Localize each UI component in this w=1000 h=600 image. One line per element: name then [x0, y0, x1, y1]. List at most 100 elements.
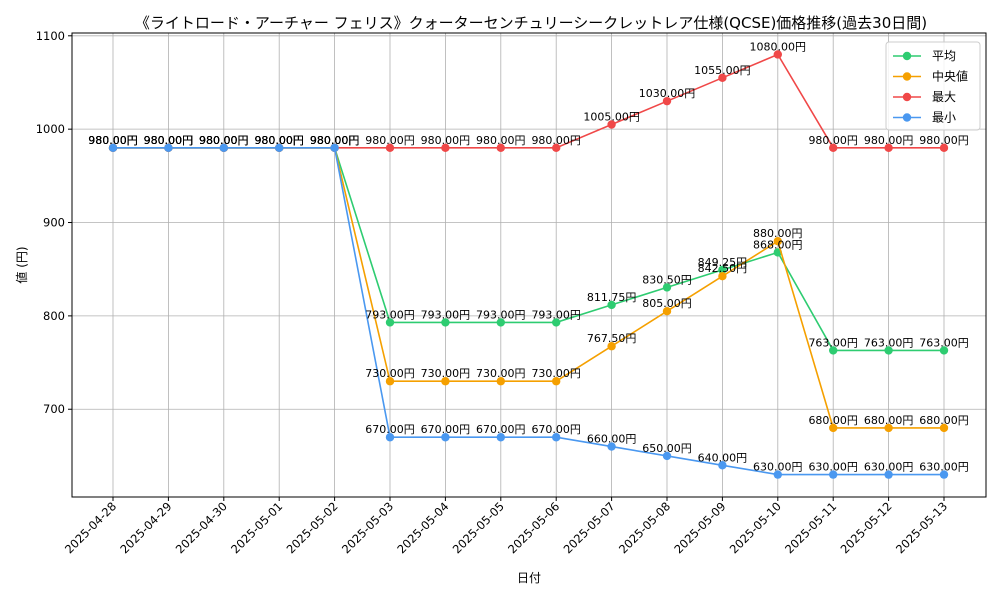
data-point: [773, 470, 782, 479]
x-tick-label: 2025-05-09: [671, 499, 728, 556]
data-label: 680.00円: [864, 414, 914, 427]
data-label: 980.00円: [254, 134, 304, 147]
data-label: 1030.00円: [639, 87, 696, 100]
data-label: 805.00円: [642, 297, 692, 310]
data-label: 868.00円: [753, 238, 803, 251]
data-label: 980.00円: [310, 134, 360, 147]
data-point: [829, 346, 838, 355]
series-line-1: [113, 147, 944, 429]
data-point: [385, 377, 395, 386]
data-label: 767.50円: [587, 332, 637, 345]
data-label: 980.00円: [531, 134, 581, 147]
data-point: [939, 143, 949, 153]
data-point: [718, 272, 727, 281]
x-tick-label: 2025-04-29: [117, 499, 174, 556]
series-line-0: [113, 147, 944, 352]
data-point: [773, 50, 782, 59]
legend-marker: [902, 72, 912, 81]
data-point: [552, 143, 561, 153]
data-point: [718, 73, 727, 83]
data-label: 811.75円: [587, 291, 637, 304]
data-point: [662, 283, 672, 292]
data-point: [385, 318, 395, 327]
x-tick-label: 2025-05-08: [616, 499, 673, 556]
data-label: 980.00円: [310, 134, 360, 147]
data-point: [496, 318, 505, 327]
data-point: [939, 346, 949, 355]
data-label: 630.00円: [864, 461, 914, 474]
y-tick-label: 800: [43, 309, 65, 323]
data-label: 980.00円: [421, 134, 471, 147]
data-label: 660.00円: [587, 433, 637, 446]
x-tick-label: 2025-05-01: [228, 499, 285, 556]
data-point: [718, 461, 727, 470]
data-label: 880.00円: [753, 227, 803, 240]
data-point: [939, 423, 949, 433]
data-label: 980.00円: [144, 134, 194, 147]
data-label: 1005.00円: [583, 110, 640, 123]
y-tick-label: 900: [43, 216, 65, 230]
data-point: [607, 300, 616, 310]
x-axis-label: 日付: [517, 571, 541, 585]
data-label: 763.00円: [864, 336, 914, 349]
data-point: [607, 120, 616, 129]
data-label: 849.25円: [698, 256, 748, 269]
data-label: 793.00円: [531, 308, 581, 321]
data-point: [773, 236, 782, 246]
data-label: 980.00円: [199, 134, 249, 147]
data-point: [829, 423, 838, 433]
data-point: [662, 96, 672, 106]
data-point: [884, 143, 893, 153]
data-point: [441, 143, 450, 153]
x-tick-label: 2025-05-02: [284, 499, 341, 556]
data-label: 980.00円: [144, 134, 194, 147]
legend-label: 平均: [932, 49, 956, 63]
data-label: 980.00円: [199, 134, 249, 147]
data-label: 980.00円: [919, 134, 969, 147]
data-label: 980.00円: [310, 134, 360, 147]
data-point: [385, 143, 395, 153]
data-label: 980.00円: [365, 134, 415, 147]
data-label: 793.00円: [421, 308, 471, 321]
data-point: [108, 143, 118, 153]
data-point: [496, 377, 505, 386]
data-label: 980.00円: [88, 134, 138, 147]
data-label: 630.00円: [753, 461, 803, 474]
x-tick-label: 2025-05-07: [561, 499, 618, 556]
data-label: 980.00円: [199, 134, 249, 147]
data-point: [496, 143, 505, 153]
x-tick-label: 2025-05-10: [727, 499, 784, 556]
data-label: 980.00円: [254, 134, 304, 147]
data-label: 763.00円: [919, 336, 969, 349]
x-tick-label: 2025-05-12: [838, 499, 895, 556]
data-label: 830.50円: [642, 273, 692, 286]
data-label: 730.00円: [531, 367, 581, 380]
legend-marker: [902, 51, 912, 61]
data-label: 670.00円: [476, 423, 526, 436]
legend-marker: [902, 92, 912, 102]
data-label: 630.00円: [919, 461, 969, 474]
series-layer: [108, 50, 949, 479]
data-point: [441, 318, 450, 327]
data-point: [275, 143, 284, 153]
series-line-3: [113, 147, 944, 476]
y-tick-label: 700: [43, 402, 65, 416]
data-point: [607, 342, 616, 351]
y-tick-label: 1000: [36, 122, 65, 136]
data-point: [441, 433, 450, 442]
data-label: 980.00円: [254, 134, 304, 147]
legend-box: [885, 41, 981, 131]
x-tick-label: 2025-05-11: [782, 499, 839, 556]
data-label: 763.00円: [808, 336, 858, 349]
data-point: [552, 318, 561, 327]
data-point: [552, 433, 561, 442]
data-point: [884, 470, 893, 479]
x-tick-label: 2025-05-05: [450, 499, 507, 556]
data-label: 630.00円: [808, 461, 858, 474]
data-label: 980.00円: [88, 134, 138, 147]
axes: 2025-04-282025-04-292025-04-302025-05-01…: [36, 29, 950, 557]
y-axis-label: 値 (円): [14, 246, 29, 283]
chart-title: 《ライトロード・アーチャー フェリス》クォーターセンチュリーシークレットレア仕様…: [135, 14, 927, 32]
data-point: [219, 143, 228, 153]
